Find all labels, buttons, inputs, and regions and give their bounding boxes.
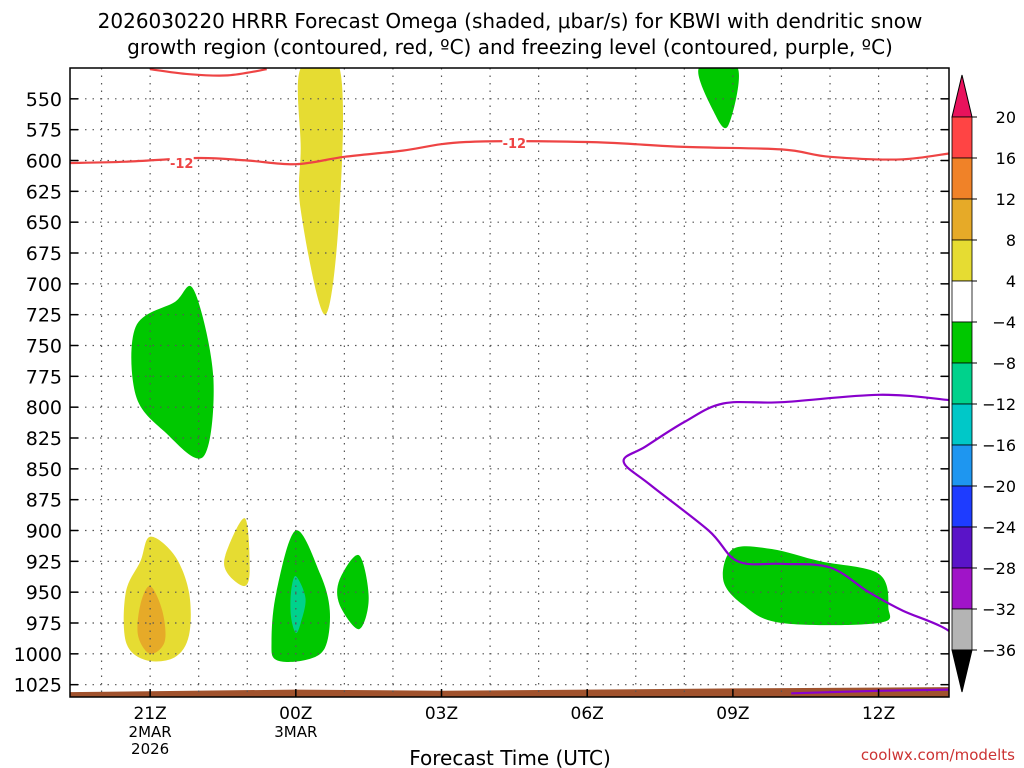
y-tick-label-925: 925 [26,551,62,573]
contour-freezing-level [622,393,949,633]
colorbar-band-5 [951,280,973,323]
omega-region-omega-negative-02z [337,554,369,630]
colorbar-band-3 [951,198,973,241]
y-axis: 550 575 600 625 650 675 700 725 750 775 800 825 850 8… [14,89,949,697]
y-tick-label-675: 675 [26,243,62,265]
omega-region-omega-positive-upper [297,68,344,315]
colorbar-label-5: −4 [992,313,1016,332]
colorbar-band-7 [951,362,973,405]
y-tick-label-1000: 1000 [14,644,62,666]
x-tick-label-03Z: 03Z [425,704,458,724]
colorbar-label-1: 16 [996,149,1016,168]
contour-label-bg [169,154,194,169]
omega-region-omega-negative-upper [698,68,739,129]
y-tick-label-725: 725 [26,305,62,327]
chart-title-line1: 2026030220 HRRR Forecast Omega (shaded, … [98,9,923,33]
colorbar-band-11 [951,526,973,569]
y-tick-label-950: 950 [26,582,62,604]
colorbar-label-10: −24 [982,518,1016,537]
chart-title-line2: growth region (contoured, red, ºC) and f… [127,35,893,59]
y-tick-label-1025: 1025 [14,675,62,697]
x-tick-label-21Z: 21Z [133,704,166,724]
y-tick-label-825: 825 [26,428,62,450]
colorbar-band-4 [951,239,973,282]
contour-label-bg [502,135,527,150]
omega-region-omega-positive-sfc-core [137,585,166,654]
contour-label-dgz-minus12-0: -12 [170,157,194,172]
plot-frame [69,67,950,698]
colorbar-band-1 [951,116,973,159]
y-tick-label-800: 800 [26,397,62,419]
terrain-surface [70,687,949,697]
y-tick-label-575: 575 [26,120,62,142]
colorbar-label-2: 12 [996,190,1016,209]
colorbar-band-9 [951,444,973,487]
y-tick-label-975: 975 [26,613,62,635]
y-tick-label-850: 850 [26,459,62,481]
colorbar-band-2 [951,157,973,200]
colorbar-bottom-arrow [951,649,973,693]
y-tick-label-750: 750 [26,336,62,358]
y-tick-label-650: 650 [26,212,62,234]
colorbar-band-12 [951,567,973,610]
omega-region-omega-negative-00z-core [290,576,306,634]
y-tick-label-600: 600 [26,151,62,173]
y-tick-label-700: 700 [26,274,62,296]
omega-region-omega-positive-small [224,518,250,587]
omega-region-omega-negative-low-left [131,285,214,459]
colorbar-label-12: −32 [982,600,1016,619]
omega-shading-layer [70,68,949,697]
colorbar-label-13: −36 [982,641,1016,660]
colorbar-label-3: 8 [1006,231,1016,250]
colorbar-band-8 [951,403,973,446]
colorbar-top-arrow [951,74,973,118]
x-tick-label-06Z: 06Z [571,704,604,724]
colorbar-band-6 [951,321,973,364]
x-tick-year-21Z: 2026 [131,740,169,758]
x-tick-label-00Z: 00Z [279,704,312,724]
contour-dgz-minus12-top [149,68,267,77]
colorbar-label-0: 20 [996,108,1016,127]
colorbar-band-10 [951,485,973,528]
colorbar: 20 16 12 8 4 −4 −8 −12 −16 −20 −24 −28 −32 −36 [951,74,1016,693]
colorbar-label-7: −12 [982,395,1016,414]
x-tick-date-00Z: 3MAR [274,723,317,741]
y-tick-label-775: 775 [26,366,62,388]
colorbar-label-11: −28 [982,559,1016,578]
x-tick-date-21Z: 2MAR [129,723,172,741]
credit-link[interactable]: coolwx.com/modelts [861,746,1015,764]
colorbar-band-13 [951,608,973,651]
colorbar-label-4: 4 [1006,272,1016,291]
y-tick-label-550: 550 [26,89,62,111]
colorbar-label-8: −16 [982,436,1016,455]
x-tick-label-09Z: 09Z [716,704,749,724]
y-tick-label-875: 875 [26,490,62,512]
y-tick-label-900: 900 [26,521,62,543]
contour-label-dgz-minus12-1: -12 [503,137,527,152]
x-axis-label: Forecast Time (UTC) [409,746,611,768]
y-tick-label-625: 625 [26,181,62,203]
x-tick-label-12Z: 12Z [862,704,895,724]
contour-layer: -12-12-12 [70,68,949,695]
colorbar-label-6: −8 [992,354,1016,373]
omega-region-omega-negative-09z [722,546,891,626]
colorbar-label-9: −20 [982,477,1016,496]
